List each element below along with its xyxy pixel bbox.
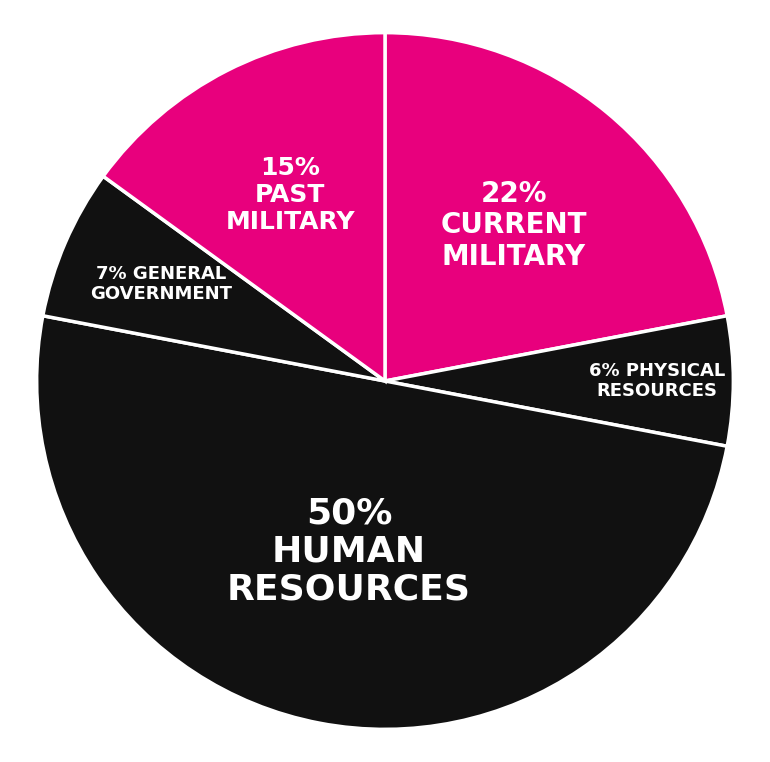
Wedge shape (43, 176, 385, 381)
Wedge shape (385, 315, 733, 447)
Wedge shape (103, 33, 385, 381)
Wedge shape (385, 33, 727, 381)
Text: 22%
CURRENT
MILITARY: 22% CURRENT MILITARY (440, 180, 587, 271)
Text: 50%
HUMAN
RESOURCES: 50% HUMAN RESOURCES (227, 497, 471, 607)
Wedge shape (37, 315, 727, 729)
Text: 6% PHYSICAL
RESOURCES: 6% PHYSICAL RESOURCES (588, 362, 725, 400)
Text: 7% GENERAL
GOVERNMENT: 7% GENERAL GOVERNMENT (90, 265, 233, 303)
Text: 15%
PAST
MILITARY: 15% PAST MILITARY (226, 156, 355, 234)
